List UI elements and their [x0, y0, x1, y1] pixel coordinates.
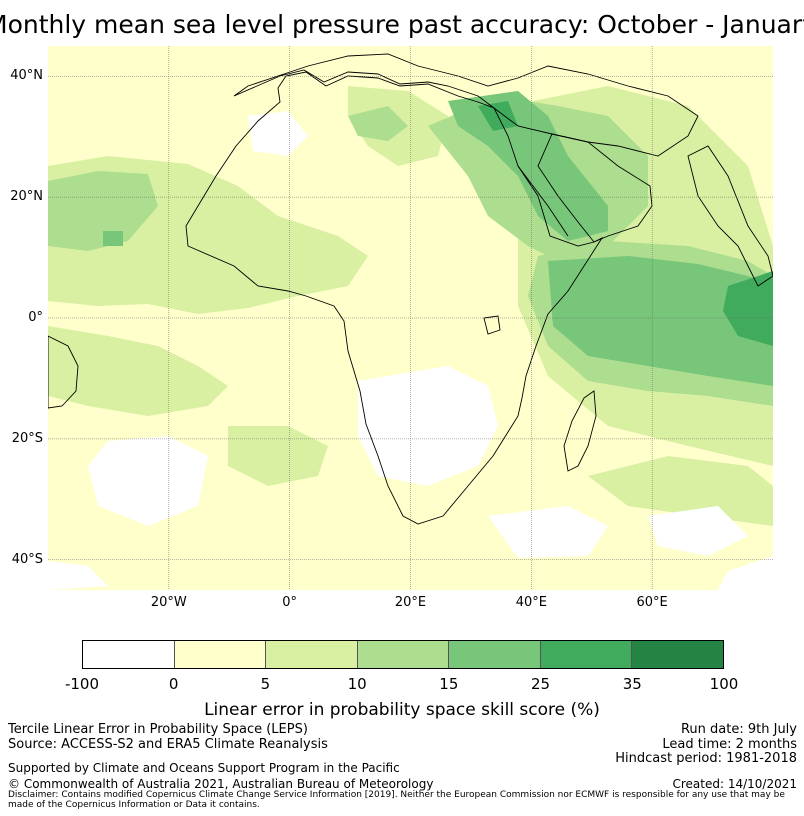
legend-color-segment	[83, 641, 175, 668]
latitude-tick-label: 20°N	[10, 189, 43, 205]
skill-tier-negative	[88, 111, 748, 558]
latitude-tick-label: 0°	[28, 310, 43, 325]
lake-victoria	[483, 315, 501, 335]
legend-tick-label: 100	[709, 675, 739, 693]
legend-color-segment	[632, 641, 724, 668]
legend-tick-label: -100	[64, 675, 100, 693]
legend-tick-label: 35	[622, 675, 642, 693]
info-source: Source: ACCESS-S2 and ERA5 Climate Reana…	[8, 737, 328, 752]
info-copyright: © Commonwealth of Australia 2021, Austra…	[8, 777, 434, 791]
page-title: Monthly mean sea level pressure past acc…	[0, 10, 804, 39]
longitude-tick-label: 20°E	[394, 595, 427, 610]
legend-tick-label: 0	[168, 675, 179, 693]
legend-color-segment	[449, 641, 541, 668]
info-hindcast: Hindcast period: 1981-2018	[615, 751, 797, 766]
south-america-coastline	[48, 335, 79, 409]
skill-tier-15-25	[103, 91, 773, 386]
india-coastline	[687, 145, 773, 287]
legend-tick-label: 10	[347, 675, 367, 693]
legend-tick-label: 5	[260, 675, 271, 693]
map-edge-mask	[48, 556, 773, 590]
legend-color-segment	[174, 641, 267, 668]
africa-coastline	[185, 71, 604, 525]
legend-color-segment	[357, 641, 450, 668]
latitude-tick-label: 40°N	[10, 68, 43, 84]
legend-color-segment	[540, 641, 633, 668]
legend-color-segment	[266, 641, 358, 668]
red-sea-coast	[517, 165, 569, 237]
madagascar-coastline	[563, 390, 597, 472]
europe-coastline	[233, 53, 699, 157]
legend-tick-label: 15	[439, 675, 459, 693]
longitude-tick-label: 40°E	[515, 595, 547, 610]
info-support: Supported by Climate and Oceans Support …	[8, 761, 400, 775]
info-run-date: Run date: 9th July	[680, 722, 797, 737]
skill-score-map	[48, 46, 773, 590]
legend-colorbar	[82, 640, 724, 669]
legend-label: Linear error in probability space skill …	[204, 700, 600, 720]
legend-tick-label: 25	[531, 675, 551, 693]
longitude-tick-label: 0°	[282, 595, 298, 610]
info-leps: Tercile Linear Error in Probability Spac…	[8, 722, 308, 737]
latitude-tick-label: 40°S	[11, 551, 43, 567]
map-canvas	[48, 46, 773, 590]
disclaimer: Disclaimer: Contains modified Copernicus…	[8, 790, 785, 810]
coastlines	[48, 53, 773, 525]
longitude-tick-label: 20°W	[150, 595, 187, 610]
latitude-tick-label: 20°S	[11, 430, 43, 446]
info-lead-time: Lead time: 2 months	[662, 737, 797, 752]
longitude-tick-label: 60°E	[636, 595, 668, 610]
info-created: Created: 14/10/2021	[672, 777, 797, 791]
gridlines	[48, 46, 773, 590]
arabian-peninsula-coastline	[537, 133, 653, 243]
